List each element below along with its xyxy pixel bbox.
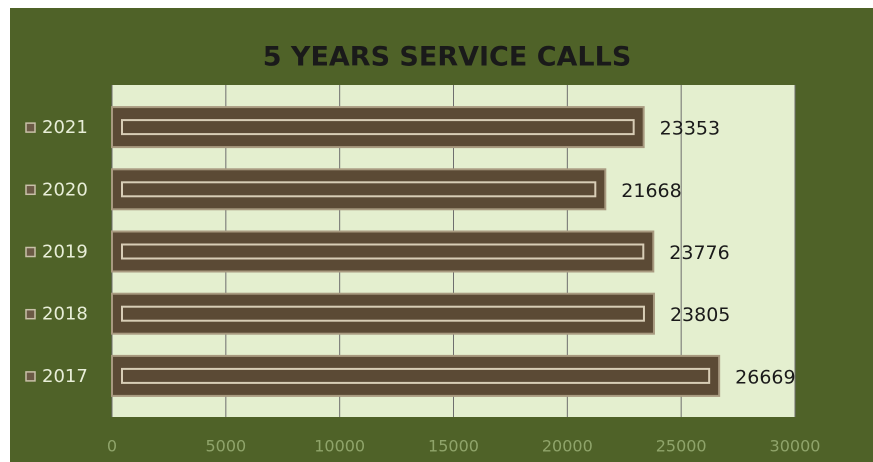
data-label: 26669	[735, 366, 795, 388]
bar	[111, 168, 607, 211]
y-tick-label: 2019	[42, 242, 88, 263]
category-marker	[25, 246, 36, 258]
y-tick-label: 2021	[42, 117, 88, 138]
x-tick-label: 30000	[770, 437, 821, 456]
category-marker	[25, 184, 36, 196]
chart-title: 5 YEARS SERVICE CALLS	[263, 42, 632, 73]
bar-inner-bevel	[121, 119, 635, 136]
bar-inner-bevel	[121, 305, 645, 322]
bar	[111, 106, 645, 149]
x-tick-label: 25000	[656, 437, 707, 456]
data-label: 23353	[660, 118, 720, 140]
category-marker	[25, 371, 36, 382]
bar	[111, 354, 721, 397]
data-label: 21668	[621, 180, 681, 202]
x-tick-label: 5000	[205, 437, 246, 456]
category-marker	[25, 308, 36, 320]
x-tick-label: 20000	[542, 437, 593, 456]
y-tick-label: 2020	[42, 179, 88, 200]
y-tick-label: 2018	[42, 304, 88, 325]
y-tick-label: 2017	[42, 366, 88, 387]
bar-inner-bevel	[121, 243, 645, 260]
x-tick-label: 15000	[428, 437, 479, 456]
x-tick-label: 10000	[314, 437, 365, 456]
data-label: 23776	[669, 242, 729, 264]
bar	[111, 292, 655, 335]
x-tick-label: 0	[107, 437, 117, 456]
bar-inner-bevel	[121, 181, 597, 198]
bar-inner-bevel	[121, 367, 711, 384]
bar	[111, 230, 655, 273]
category-marker	[25, 122, 36, 133]
data-label: 23805	[670, 304, 730, 326]
